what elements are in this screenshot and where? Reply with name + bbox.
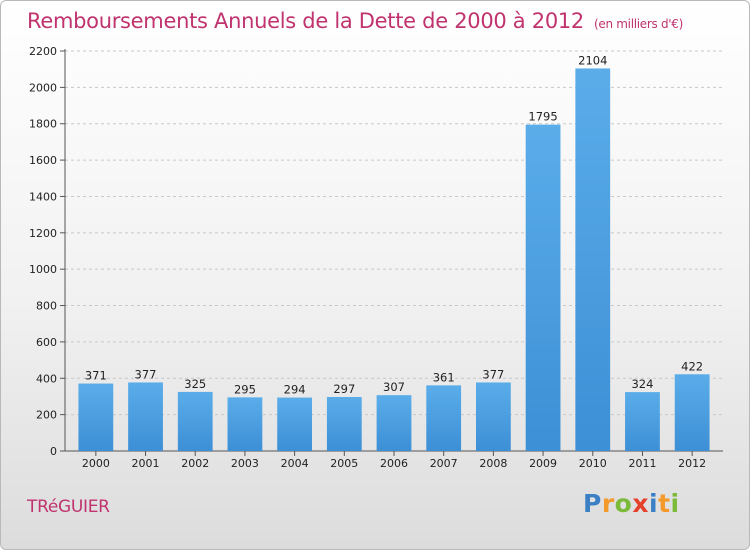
city-name: TRéGUIER [27, 497, 110, 517]
x-tick-label: 2004 [281, 457, 309, 470]
bar [376, 395, 412, 451]
x-tick-label: 2010 [579, 457, 607, 470]
bar-value-label: 1795 [528, 110, 557, 124]
chart-title: Remboursements Annuels de la Dette de 20… [27, 9, 584, 33]
x-tick-label: 2001 [132, 457, 160, 470]
x-tick-label: 2000 [82, 457, 110, 470]
x-tick-label: 2003 [231, 457, 259, 470]
x-tick-label: 2005 [330, 457, 358, 470]
y-tick-label: 400 [36, 372, 57, 385]
y-tick-label: 200 [36, 409, 57, 422]
bar-value-label: 307 [383, 380, 405, 394]
y-tick-label: 2200 [29, 45, 57, 58]
x-tick-label: 2012 [678, 457, 706, 470]
y-tick-label: 2000 [29, 81, 57, 94]
bar-value-label: 422 [681, 359, 703, 373]
bar-value-label: 294 [284, 383, 306, 397]
x-tick-label: 2006 [380, 457, 408, 470]
bar-value-label: 297 [333, 382, 355, 396]
logo-letter: o [614, 489, 633, 518]
proxiti-logo: Proxiti [583, 489, 680, 518]
y-tick-label: 1600 [29, 154, 57, 167]
y-tick-label: 600 [36, 336, 57, 349]
y-tick-label: 1000 [29, 263, 57, 276]
y-tick-label: 800 [36, 300, 57, 313]
x-tick-label: 2009 [529, 457, 557, 470]
x-tick-label: 2008 [479, 457, 507, 470]
chart-title-block: Remboursements Annuels de la Dette de 20… [27, 9, 683, 33]
bar [227, 397, 263, 451]
bar-value-label: 377 [482, 367, 504, 381]
y-tick-label: 1200 [29, 227, 57, 240]
x-tick-label: 2007 [430, 457, 458, 470]
logo-letter: x [632, 489, 649, 518]
logo-letter: i [670, 489, 680, 518]
bar [78, 383, 114, 451]
bar-value-label: 2104 [578, 53, 607, 67]
bar [277, 397, 313, 451]
bar-value-label: 324 [631, 377, 653, 391]
bar [674, 374, 710, 451]
bar-value-label: 377 [135, 367, 157, 381]
x-tick-label: 2002 [181, 457, 209, 470]
bar [525, 124, 561, 452]
bar [128, 382, 163, 451]
bar-value-label: 295 [234, 382, 256, 396]
bar-value-label: 371 [85, 369, 107, 383]
y-tick-label: 0 [50, 445, 57, 458]
logo-letter: r [601, 489, 615, 518]
bar [475, 382, 511, 451]
chart-subtitle: (en milliers d'€) [594, 17, 684, 31]
y-tick-label: 1800 [29, 118, 57, 131]
bar [575, 68, 611, 452]
bar [426, 385, 462, 451]
logo-letter: t [658, 489, 671, 518]
bar [177, 391, 213, 451]
bar-value-label: 325 [184, 377, 206, 391]
bar [326, 397, 362, 451]
logo-letter: i [649, 489, 659, 518]
x-tick-label: 2011 [628, 457, 656, 470]
bar-value-label: 361 [433, 370, 455, 384]
y-tick-label: 1400 [29, 190, 57, 203]
bar [625, 392, 660, 451]
logo-letter: P [583, 489, 602, 518]
